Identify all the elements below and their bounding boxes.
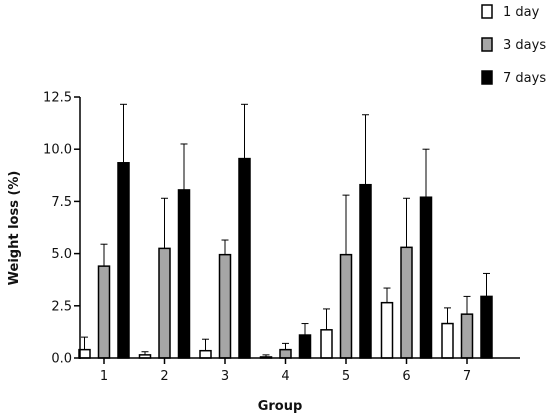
legend-swatch [481, 37, 493, 52]
bar-3-days-group-4 [279, 348, 292, 359]
legend: 1 day 3 days 7 days [481, 4, 546, 86]
bar-7-days-group-3 [238, 157, 251, 359]
y-tick-label: 5.0 [51, 247, 72, 262]
bar-7-days-group-4 [298, 334, 312, 359]
bar-3-days-group-2 [158, 247, 171, 359]
bar-3-days-group-1 [97, 265, 111, 359]
x-tick-label: 5 [342, 369, 350, 384]
bar-1-day-group-7 [441, 322, 454, 359]
bars-layer [78, 103, 493, 359]
bar-3-days-group-6 [400, 246, 413, 359]
y-ticks: 0.0 2.5 5.0 7.5 10.0 12.5 [43, 91, 80, 367]
legend-swatch [481, 70, 493, 85]
legend-label: 3 days [503, 38, 546, 53]
legend-label: 7 days [503, 71, 546, 86]
bar-7-days-group-1 [117, 162, 130, 359]
x-tick-label: 4 [281, 369, 289, 384]
bar-7-days-group-2 [177, 189, 191, 359]
legend-swatch [481, 4, 493, 19]
bar-3-days-group-5 [339, 253, 353, 359]
x-tick-label: 7 [463, 369, 471, 384]
axes-layer [79, 97, 520, 359]
bar-1-day-group-3 [199, 349, 212, 359]
bar-1-day-group-5 [320, 329, 333, 359]
x-tick-label: 1 [100, 369, 108, 384]
x-tick-label: 2 [160, 369, 168, 384]
bar-7-days-group-7 [480, 295, 493, 359]
y-tick-label: 2.5 [51, 299, 72, 314]
bar-7-days-group-6 [419, 196, 433, 359]
bar-3-days-group-7 [460, 313, 474, 359]
bar-3-days-group-3 [218, 253, 232, 359]
bar-1-day-group-6 [380, 301, 394, 359]
bar-7-days-group-5 [359, 183, 372, 359]
x-ticks: 1 2 3 4 5 6 7 [100, 358, 471, 384]
legend-label: 1 day [503, 5, 540, 20]
x-tick-label: 3 [221, 369, 229, 384]
y-tick-label: 10.0 [43, 143, 72, 158]
x-axis-title: Group [258, 399, 303, 414]
y-tick-label: 7.5 [51, 195, 72, 210]
y-tick-label: 0.0 [51, 352, 72, 367]
y-axis-title: Weight loss (%) [7, 171, 22, 286]
y-tick-label: 12.5 [43, 91, 72, 106]
x-tick-label: 6 [402, 369, 410, 384]
